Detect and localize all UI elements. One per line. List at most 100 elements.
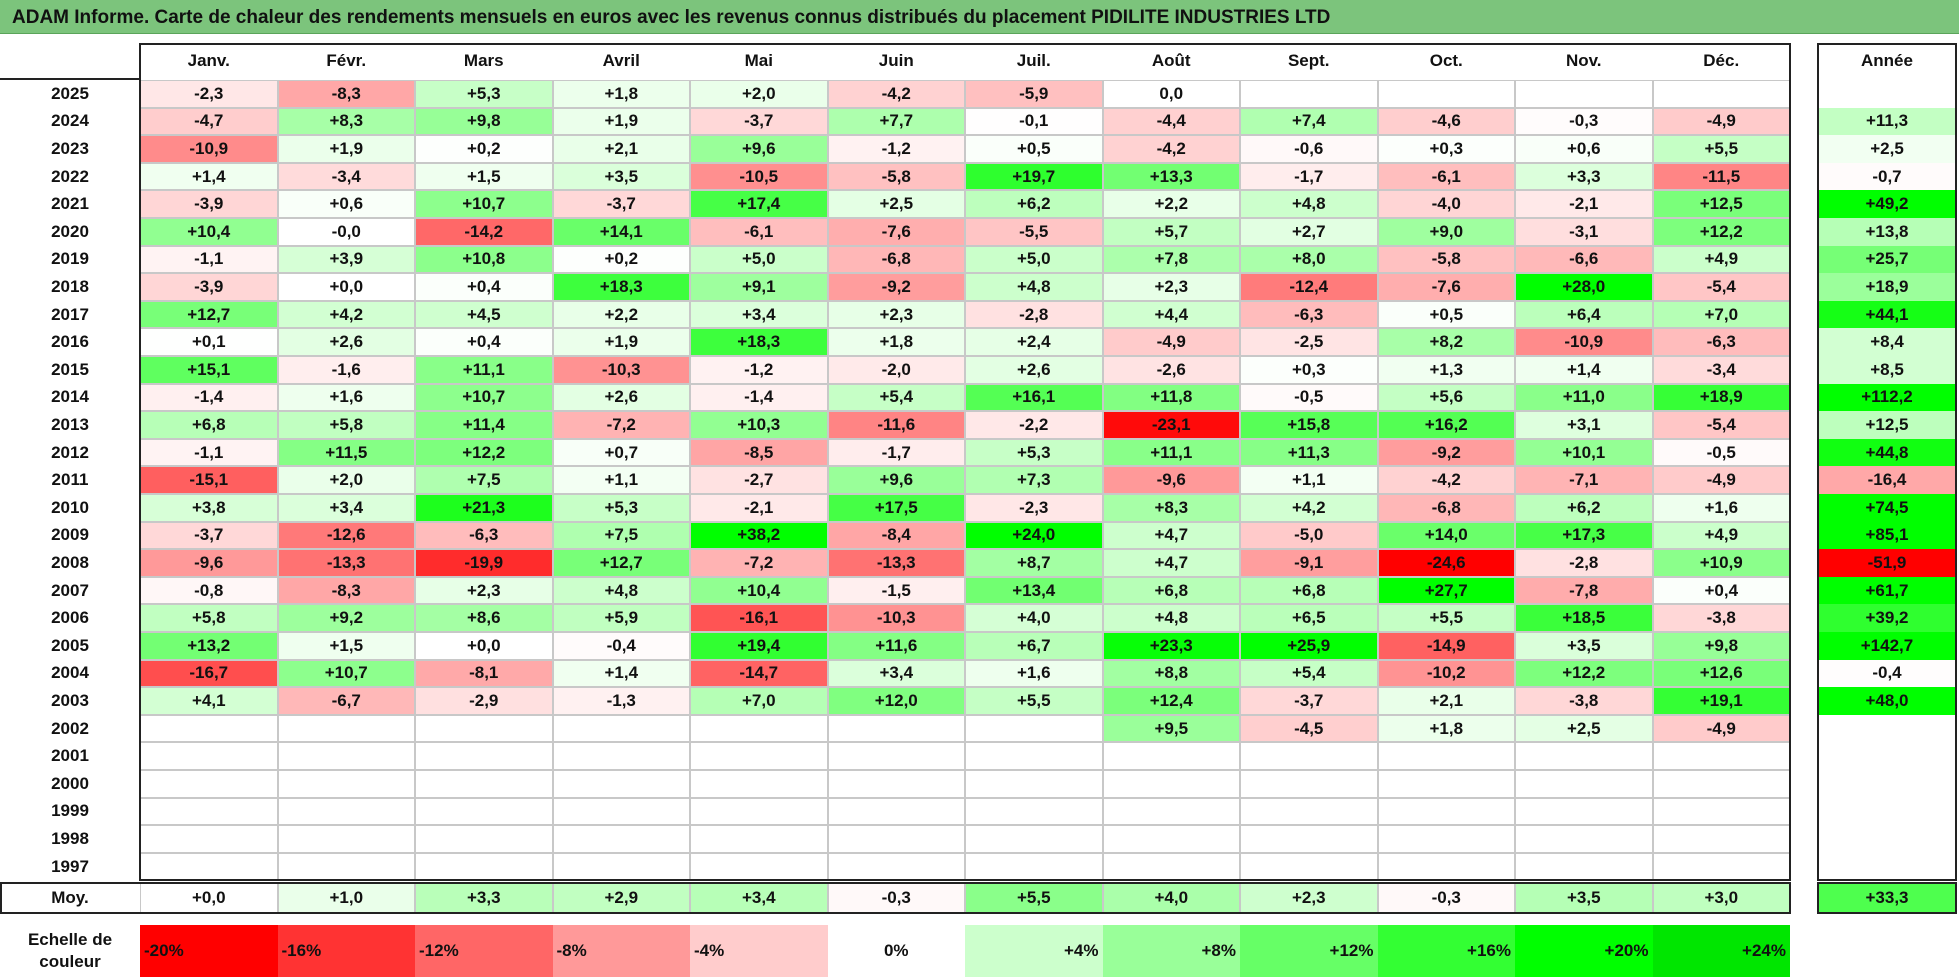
heatmap-cell: +3,5 — [552, 162, 690, 191]
heatmap-cell: +0,1 — [140, 328, 278, 356]
heatmap-cell: -16,1 — [690, 604, 828, 632]
heatmap-cell: -4,0 — [1377, 190, 1515, 218]
heatmap-cell — [415, 770, 553, 798]
heatmap-cell — [277, 797, 415, 826]
heatmap-cell: +12,2 — [415, 438, 553, 467]
heatmap-cell: -10,9 — [1515, 328, 1653, 356]
heatmap-cell: -11,6 — [827, 411, 965, 439]
heatmap-cell: +1,4 — [552, 659, 690, 688]
heatmap-cell: +4,4 — [1102, 300, 1240, 329]
heatmap-cell: +9,5 — [1102, 714, 1240, 743]
heatmap-cell — [1377, 770, 1515, 798]
heatmap-cell: +0,4 — [415, 273, 553, 301]
chart-title: ADAM Informe. Carte de chaleur des rende… — [12, 7, 1331, 28]
heatmap-cell: +19,1 — [1652, 687, 1790, 715]
heatmap-cell: -12,4 — [1240, 273, 1378, 301]
heatmap-cell: +7,7 — [827, 107, 965, 136]
heatmap-cell: -1,4 — [690, 383, 828, 412]
heatmap-cell — [1102, 742, 1240, 770]
heatmap-cell: -6,3 — [1240, 300, 1378, 329]
heatmap-cell — [690, 770, 828, 798]
heatmap-cell: +1,6 — [1652, 494, 1790, 522]
heatmap-cell: -3,8 — [1515, 687, 1653, 715]
column-header: Déc. — [1703, 51, 1740, 70]
heatmap-cell: +8,2 — [1377, 328, 1515, 356]
heatmap-cell: -2,9 — [415, 687, 553, 715]
heatmap-cell — [1652, 80, 1790, 108]
heatmap-cell — [1652, 825, 1790, 853]
heatmap-cell: +10,1 — [1515, 438, 1653, 467]
heatmap-cell: -9,2 — [1377, 438, 1515, 467]
heatmap-cell: +19,7 — [965, 162, 1103, 191]
heatmap-cell: +1,9 — [552, 107, 690, 136]
heatmap-cell: +12,7 — [552, 549, 690, 577]
heatmap-cell: +4,7 — [1102, 521, 1240, 550]
heatmap-cell: +7,8 — [1102, 245, 1240, 274]
heatmap-cell: -7,2 — [690, 549, 828, 577]
heatmap-cell: -0,3 — [1515, 107, 1653, 136]
heatmap-cell: +2,0 — [277, 466, 415, 494]
heatmap-cell — [827, 852, 965, 881]
annual-cell — [1818, 852, 1956, 881]
heatmap-cell — [1515, 80, 1653, 108]
heatmap-cell: +14,0 — [1377, 521, 1515, 550]
heatmap-cell: +2,0 — [690, 80, 828, 108]
heatmap-cell: -5,4 — [1652, 273, 1790, 301]
heatmap-cell: +1,9 — [552, 328, 690, 356]
heatmap-cell: +12,2 — [1652, 218, 1790, 246]
heatmap-cell: +11,6 — [827, 632, 965, 660]
row-year-label: 2022 — [51, 166, 89, 186]
heatmap-cell: +18,3 — [552, 273, 690, 301]
color-scale-step: -4% — [690, 925, 828, 977]
heatmap-cell: +0,2 — [552, 245, 690, 274]
heatmap-cell: +15,8 — [1240, 411, 1378, 439]
row-year-label: 2021 — [51, 194, 89, 214]
heatmap-cell: +9,2 — [277, 604, 415, 632]
heatmap-cell: 0,0 — [1102, 80, 1240, 108]
heatmap-cell: +1,6 — [965, 659, 1103, 688]
heatmap-cell — [415, 852, 553, 881]
heatmap-cell — [140, 797, 278, 826]
heatmap-cell: +5,0 — [965, 245, 1103, 274]
heatmap-cell: +10,7 — [415, 190, 553, 218]
heatmap-cell: -6,7 — [277, 687, 415, 715]
heatmap-cell: +12,4 — [1102, 687, 1240, 715]
heatmap-cell — [415, 825, 553, 853]
heatmap-cell: +38,2 — [690, 521, 828, 550]
heatmap-cell: +25,9 — [1240, 632, 1378, 660]
heatmap-cell: -10,9 — [140, 135, 278, 163]
heatmap-cell: -4,2 — [1377, 466, 1515, 494]
heatmap-cell: +15,1 — [140, 356, 278, 384]
heatmap-cell: +4,2 — [277, 300, 415, 329]
heatmap-cell: -6,6 — [1515, 245, 1653, 274]
annual-cell: +8,5 — [1818, 356, 1956, 384]
heatmap-cell — [1377, 80, 1515, 108]
heatmap-cell: +7,4 — [1240, 107, 1378, 136]
heatmap-cell: -7,2 — [552, 411, 690, 439]
heatmap-cell: -23,1 — [1102, 411, 1240, 439]
heatmap-cell: -2,0 — [827, 356, 965, 384]
heatmap-cell: -4,9 — [1102, 328, 1240, 356]
row-year-label: 2019 — [51, 249, 89, 269]
heatmap-cell: +9,6 — [690, 135, 828, 163]
heatmap-cell — [1240, 742, 1378, 770]
heatmap-cell: +5,5 — [1652, 135, 1790, 163]
heatmap-cell: -0,0 — [277, 218, 415, 246]
heatmap-cell: +2,5 — [827, 190, 965, 218]
annual-cell: +61,7 — [1818, 576, 1956, 605]
heatmap-cell: -1,1 — [140, 438, 278, 467]
heatmap-cell: +5,3 — [965, 438, 1103, 467]
annual-cell: +39,2 — [1818, 604, 1956, 632]
heatmap-cell: +4,8 — [552, 576, 690, 605]
heatmap-cell: +4,9 — [1652, 521, 1790, 550]
heatmap-cell — [552, 742, 690, 770]
annual-cell: -0,7 — [1818, 162, 1956, 191]
heatmap-cell: -10,3 — [552, 356, 690, 384]
heatmap-cell — [690, 797, 828, 826]
heatmap-cell — [1652, 852, 1790, 881]
heatmap-cell: +6,4 — [1515, 300, 1653, 329]
heatmap-cell — [277, 770, 415, 798]
heatmap-cell: +5,8 — [277, 411, 415, 439]
heatmap-cell: -1,7 — [1240, 162, 1378, 191]
